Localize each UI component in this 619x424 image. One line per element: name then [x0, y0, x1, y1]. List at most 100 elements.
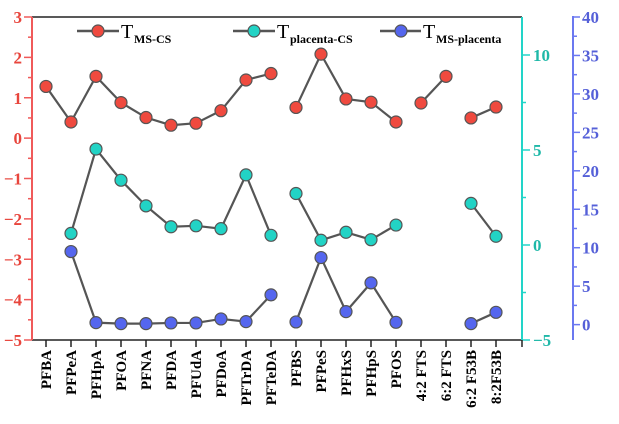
blue-tick-label: 25: [582, 123, 599, 142]
data-point: [339, 225, 353, 239]
x-tick-label: PFTeDA: [264, 350, 280, 405]
data-point: [189, 316, 203, 330]
blue-tick-label: 20: [582, 162, 599, 181]
blue-tick-label: 10: [582, 239, 599, 258]
cyan-tick-label: 0: [533, 236, 542, 255]
legend-sub-label: placenta-CS: [290, 32, 353, 46]
right-outer-y-axis: 40 35 30 25 20 15 10 5 0: [572, 8, 599, 340]
blue-tick-label: 40: [582, 8, 599, 27]
series-layer: [39, 47, 503, 331]
data-point: [239, 315, 253, 329]
data-point: [164, 220, 178, 234]
data-point: [189, 219, 203, 233]
cyan-tick-label: 10: [533, 46, 550, 65]
left-tick-label: −3: [4, 250, 22, 269]
series-line: [295, 51, 397, 123]
x-tick-label: PFOS: [389, 350, 405, 388]
left-tick-label: 1: [14, 89, 23, 108]
left-tick-label: −4: [4, 291, 23, 310]
x-tick-label: 4:2 FTS: [414, 350, 430, 401]
cyan-tick-label: 5: [533, 141, 542, 160]
data-point: [314, 233, 328, 247]
series-ms-cs: [39, 47, 503, 132]
data-point: [64, 115, 78, 129]
data-point: [214, 104, 228, 118]
x-tick-label: 6:2 F53B: [464, 350, 480, 408]
left-tick-label: −1: [4, 170, 22, 189]
x-tick-label: PFHpS: [364, 350, 380, 397]
data-point: [64, 226, 78, 241]
x-tick-label: PFOA: [114, 350, 130, 391]
x-tick-label: PFTrDA: [239, 350, 255, 406]
data-point: [114, 95, 128, 110]
data-point: [164, 118, 178, 132]
data-point: [364, 233, 378, 247]
data-point: [214, 222, 228, 236]
series-ms-placenta: [64, 244, 503, 331]
x-tick-label: PFPeA: [64, 350, 80, 395]
data-point: [39, 79, 53, 94]
legend-label: T: [423, 21, 435, 43]
data-point: [439, 69, 453, 83]
left-tick-label: 0: [14, 129, 23, 148]
x-tick-label: 6:2 FTS: [439, 350, 455, 401]
data-point: [164, 316, 178, 330]
data-point: [139, 199, 153, 213]
data-point: [489, 229, 503, 243]
x-tick-label: PFBA: [39, 350, 55, 389]
data-point: [114, 173, 128, 187]
data-point: [489, 100, 503, 114]
x-tick-label: PFBS: [289, 350, 305, 387]
data-point: [364, 95, 378, 109]
data-point: [214, 312, 228, 326]
data-point: [364, 276, 378, 290]
data-point: [89, 69, 103, 83]
legend-label: T: [277, 21, 289, 43]
legend-sub-label: MS-CS: [134, 32, 172, 46]
data-point: [114, 317, 128, 331]
data-point: [289, 186, 303, 201]
blue-tick-label: 30: [582, 85, 599, 104]
blue-tick-label: 0: [582, 316, 591, 335]
left-tick-label: 2: [14, 48, 23, 67]
x-tick-label: PFUdA: [189, 350, 205, 399]
data-point: [264, 288, 278, 302]
blue-tick-label: 5: [582, 277, 591, 296]
data-point: [314, 47, 328, 61]
x-tick-label: PFHpA: [89, 350, 105, 399]
left-y-axis: 3 2 1 0 −1 −2 −3 −4 −5: [4, 8, 33, 350]
legend-sub-label: MS-placenta: [436, 32, 501, 46]
data-point: [289, 315, 303, 329]
legend: T MS-CS T placenta-CS T MS-placenta: [77, 21, 501, 46]
data-point: [139, 317, 153, 331]
blue-tick-label: 15: [582, 200, 599, 219]
series-line: [470, 202, 497, 237]
data-point: [189, 116, 203, 130]
legend-item-ms-placenta: T MS-placenta: [380, 21, 501, 46]
left-tick-label: −2: [4, 210, 22, 229]
data-point: [464, 111, 478, 125]
series-line: [69, 251, 272, 325]
data-point: [389, 218, 403, 232]
data-point: [89, 316, 103, 330]
data-point: [89, 142, 103, 156]
legend-label: T: [121, 21, 133, 43]
x-tick-label: PFHxS: [339, 350, 355, 396]
plot-frame: [32, 16, 522, 341]
x-tick-label: PFNA: [139, 350, 155, 390]
data-point: [489, 305, 503, 319]
data-point: [339, 92, 353, 106]
data-point: [139, 110, 153, 125]
data-point: [414, 96, 428, 110]
data-point: [239, 73, 253, 87]
data-point: [314, 250, 328, 265]
data-point: [289, 100, 303, 115]
x-tick-label: PFDA: [164, 350, 180, 390]
data-point: [464, 317, 478, 331]
data-point: [339, 305, 353, 319]
blue-tick-label: 35: [582, 46, 599, 65]
right-inner-y-axis: 10 5 0 −5: [521, 17, 551, 350]
legend-item-ms-cs: T MS-CS: [77, 21, 172, 46]
data-point: [389, 115, 403, 129]
